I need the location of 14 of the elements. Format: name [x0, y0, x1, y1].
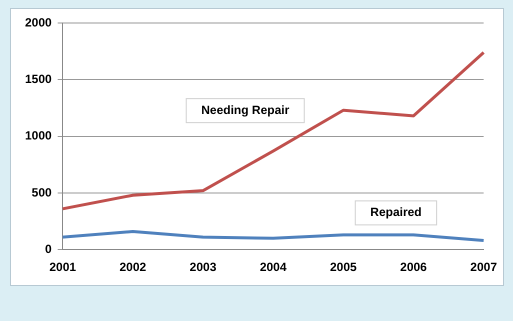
x-tick-label: 2002 [120, 260, 147, 274]
x-tick-label: 2004 [260, 260, 287, 274]
y-tick-label: 2000 [24, 15, 52, 30]
y-tick-label: 0 [45, 242, 52, 256]
series-label: Repaired [370, 205, 422, 220]
y-tick-label: 1500 [24, 72, 52, 86]
x-tick-label: 2007 [470, 260, 498, 274]
y-tick-label: 1000 [24, 128, 52, 143]
x-tick-label: 2006 [400, 260, 428, 274]
x-tick-label: 2003 [190, 260, 217, 274]
series-label: Needing Repair [201, 102, 290, 117]
y-tick-label: 500 [32, 185, 52, 200]
x-tick-label: 2001 [49, 260, 76, 274]
x-tick-label: 2005 [330, 260, 358, 274]
